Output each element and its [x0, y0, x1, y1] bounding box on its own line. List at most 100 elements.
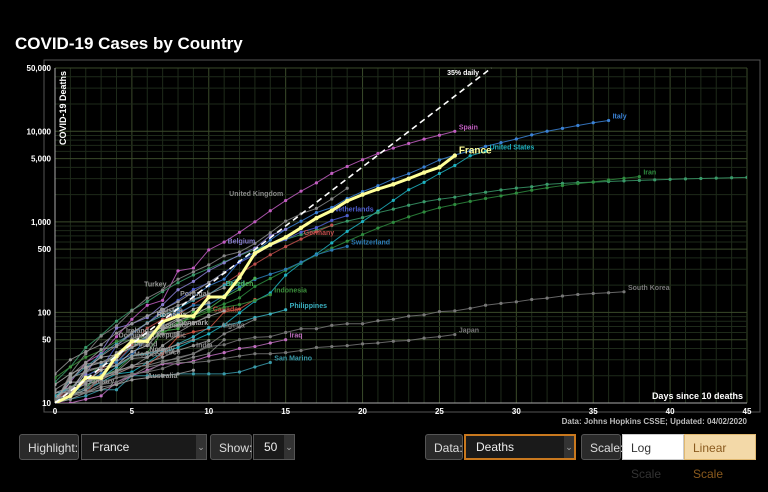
data-point: [237, 275, 242, 280]
data-point: [330, 197, 334, 201]
data-point: [514, 137, 518, 141]
data-point: [360, 342, 365, 346]
data-point: [483, 149, 488, 153]
data-point: [68, 401, 72, 403]
data-point: [145, 321, 149, 325]
data-point: [453, 309, 457, 313]
data-point: [591, 121, 595, 125]
data-point: [253, 262, 257, 266]
data-point: [268, 335, 272, 339]
data-point: [114, 331, 119, 335]
data-point: [375, 186, 381, 192]
data-point: [391, 182, 396, 187]
data-point: [268, 253, 272, 257]
data-point: [207, 292, 211, 296]
series-line: [55, 369, 194, 400]
data-point: [437, 165, 442, 170]
data-point: [714, 176, 718, 180]
data-point: [161, 344, 165, 348]
x-tick-label: 40: [666, 407, 675, 416]
data-point: [114, 376, 119, 380]
data-point: [206, 294, 211, 300]
series-label: Spain: [459, 124, 478, 131]
data-point: [191, 313, 196, 319]
show-select[interactable]: 50 ⌄: [253, 434, 295, 460]
data-point: [84, 382, 88, 387]
data-point: [222, 283, 226, 287]
data-point: [191, 279, 195, 284]
data-point: [129, 339, 135, 344]
data-point: [437, 335, 442, 339]
data-point: [191, 352, 195, 356]
data-point: [191, 360, 195, 365]
data-point: [607, 178, 611, 182]
data-point: [207, 313, 211, 317]
data-point: [468, 149, 472, 153]
data-point: [176, 348, 180, 353]
series-label: Belgium: [228, 238, 256, 245]
data-point: [114, 319, 119, 323]
data-point: [345, 344, 349, 348]
series-label: India: [196, 343, 212, 350]
series-label: Iraq: [290, 333, 303, 340]
data-point: [84, 345, 88, 350]
log-scale-button[interactable]: Log Scale: [622, 434, 684, 481]
data-point: [176, 323, 180, 327]
data-point: [407, 215, 411, 219]
data-point: [114, 363, 119, 368]
data-point: [253, 365, 257, 369]
data-point: [576, 182, 580, 186]
data-point: [191, 310, 195, 314]
data-point: [130, 330, 134, 335]
data-label: Data:: [425, 434, 463, 460]
series-label: Austria: [159, 308, 183, 315]
data-point: [99, 347, 103, 352]
data-point: [145, 296, 149, 300]
series-south-korea: South Korea: [55, 285, 670, 401]
data-point: [176, 327, 180, 331]
data-point: [68, 397, 72, 401]
data-point: [99, 368, 103, 372]
data-point: [114, 380, 119, 384]
data-point: [360, 219, 365, 224]
data-point: [407, 338, 411, 343]
data-point: [345, 244, 349, 248]
data-point: [576, 292, 580, 297]
data-point: [268, 272, 272, 276]
series-label: San Marino: [274, 356, 312, 363]
data-point: [376, 184, 380, 188]
data-point: [545, 182, 549, 186]
data-point: [299, 260, 303, 264]
data-select[interactable]: Deaths ⌄: [464, 434, 576, 460]
series-spain: Spain: [55, 124, 478, 403]
data-point: [345, 219, 349, 223]
data-point: [130, 322, 134, 326]
data-point: [207, 305, 211, 309]
data-point: [222, 343, 226, 347]
data-point: [55, 376, 57, 380]
data-point: [360, 232, 365, 237]
data-point: [514, 300, 518, 304]
data-point: [330, 171, 334, 175]
source-note: Data: Johns Hopkins CSSE; Updated: 04/02…: [562, 417, 748, 426]
data-point: [191, 287, 195, 292]
data-point: [207, 352, 211, 356]
data-point: [222, 332, 226, 336]
data-point: [499, 301, 503, 305]
data-point: [314, 226, 319, 230]
data-point: [268, 352, 272, 356]
data-point: [114, 324, 119, 328]
data-point: [84, 391, 88, 395]
data-point: [130, 378, 134, 382]
data-point: [391, 220, 395, 224]
highlight-select[interactable]: France ⌄: [81, 434, 207, 460]
data-point: [114, 335, 119, 339]
data-point: [99, 334, 103, 338]
data-point: [422, 180, 426, 184]
data-point: [252, 251, 258, 256]
data-point: [176, 345, 180, 350]
data-point: [207, 372, 211, 376]
data-point: [483, 190, 488, 194]
data-point: [130, 354, 134, 358]
linear-scale-button[interactable]: Linear Scale: [684, 434, 756, 481]
